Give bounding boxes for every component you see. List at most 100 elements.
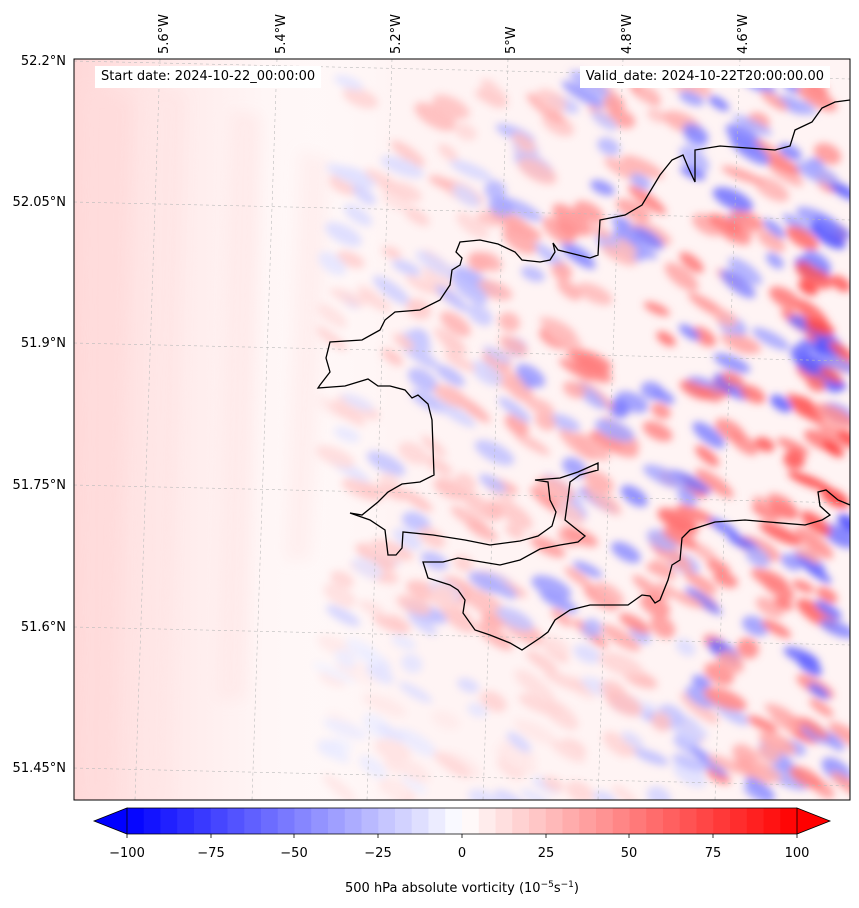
colorbar-tick-label: 0 [458, 846, 466, 861]
vorticity-cell [456, 212, 489, 239]
vorticity-cell [739, 384, 766, 404]
vorticity-cell [451, 272, 488, 305]
vorticity-cell [558, 428, 597, 461]
vorticity-cell [707, 213, 744, 235]
vorticity-cell [611, 541, 641, 563]
vorticity-cell [514, 669, 546, 695]
vorticity-cell [616, 238, 638, 256]
vorticity-cell [323, 583, 357, 608]
vorticity-cell [525, 650, 559, 674]
vorticity-cell [525, 397, 555, 416]
vorticity-cell [837, 514, 850, 535]
vorticity-cell [467, 702, 488, 718]
vorticity-cell [436, 364, 465, 387]
vorticity-cell [392, 259, 421, 276]
vorticity-cell [315, 445, 355, 469]
colorbar-cell [780, 808, 798, 834]
vorticity-cell [797, 655, 822, 677]
vorticity-cell [769, 286, 801, 310]
colorbar-tick-label: −75 [197, 846, 224, 861]
vorticity-cell [755, 139, 793, 171]
vorticity-cell [800, 717, 829, 740]
colorbar-cell [629, 808, 647, 834]
longitude-labels: 5.6°W 5.4°W 5.2°W 5°W 4.8°W 4.6°W [157, 14, 751, 54]
vorticity-cell [646, 786, 672, 800]
vorticity-cell [381, 348, 404, 366]
vorticity-cell [325, 222, 362, 247]
vorticity-cell [762, 218, 786, 239]
colorbar-cells [127, 808, 798, 834]
vorticity-cell [787, 471, 831, 491]
vorticity-cell [531, 575, 572, 600]
vorticity-cell [630, 173, 652, 190]
vorticity-cell [813, 143, 842, 165]
vorticity-cell [440, 311, 471, 337]
vorticity-cell [611, 216, 632, 229]
vorticity-cell [358, 290, 391, 312]
vorticity-cell [541, 634, 570, 656]
vorticity-cell [467, 303, 493, 326]
vorticity-cell [679, 145, 710, 173]
vorticity-cell [331, 738, 353, 752]
vorticity-cell [685, 685, 715, 709]
vorticity-cell [691, 326, 716, 347]
vorticity-cell [621, 155, 664, 179]
vorticity-cell [318, 251, 347, 276]
vorticity-cell [322, 742, 350, 763]
vorticity-cell [435, 284, 469, 312]
vorticity-cell [517, 157, 557, 185]
vorticity-cell [405, 275, 437, 295]
vorticity-cell [804, 249, 832, 272]
vorticity-cell [758, 731, 797, 755]
colorbar-tick-label: −100 [109, 846, 145, 861]
colorbar: −100 −75 −50 −25 0 25 50 75 100 500 hPa … [92, 807, 832, 896]
vorticity-cell [592, 582, 625, 608]
colorbar-cell [495, 808, 513, 834]
vorticity-cell [680, 165, 706, 181]
vorticity-cell [816, 586, 838, 604]
vorticity-cell [716, 651, 744, 674]
vorticity-cell [480, 612, 505, 629]
vorticity-cell [732, 115, 773, 136]
vorticity-cell [712, 187, 754, 212]
vorticity-cell [377, 724, 406, 742]
lon-label: 5.2°W [389, 14, 404, 54]
vorticity-cell [390, 182, 422, 203]
lon-label: 5.4°W [274, 14, 289, 54]
vorticity-cell [526, 93, 565, 124]
vorticity-cell [789, 766, 823, 789]
vorticity-cell [632, 226, 664, 250]
colorbar-cell [143, 808, 162, 834]
vorticity-cell [682, 123, 709, 145]
vorticity-cell [680, 692, 719, 724]
vorticity-cell [730, 135, 771, 165]
vorticity-cell [481, 690, 507, 712]
vorticity-field [312, 70, 850, 800]
vorticity-cell [561, 243, 596, 270]
vorticity-cell [619, 613, 651, 634]
vorticity-cell [706, 559, 731, 576]
vorticity-cell [341, 393, 374, 412]
vorticity-cell [544, 322, 583, 351]
vorticity-cell [656, 331, 676, 347]
vorticity-cell [598, 652, 644, 677]
vorticity-cell [830, 771, 850, 799]
colorbar-cell [177, 808, 195, 834]
vorticity-cell [634, 748, 669, 766]
vorticity-cell [773, 597, 794, 611]
vorticity-cell [581, 618, 602, 639]
colorbar-tick-label: 75 [705, 846, 722, 861]
lat-label: 51.45°N [13, 761, 66, 776]
vorticity-cell [564, 566, 593, 589]
vorticity-cell [813, 403, 850, 428]
colorbar-cell [328, 808, 346, 834]
vorticity-cell [690, 746, 727, 777]
vorticity-cell [796, 100, 816, 116]
lat-label: 51.6°N [21, 620, 66, 635]
vorticity-cell [754, 437, 775, 452]
vorticity-cell [384, 778, 410, 798]
vorticity-cell [506, 731, 532, 753]
vorticity-cell [584, 483, 622, 516]
vorticity-cell [407, 611, 437, 636]
vorticity-cell [536, 476, 575, 502]
